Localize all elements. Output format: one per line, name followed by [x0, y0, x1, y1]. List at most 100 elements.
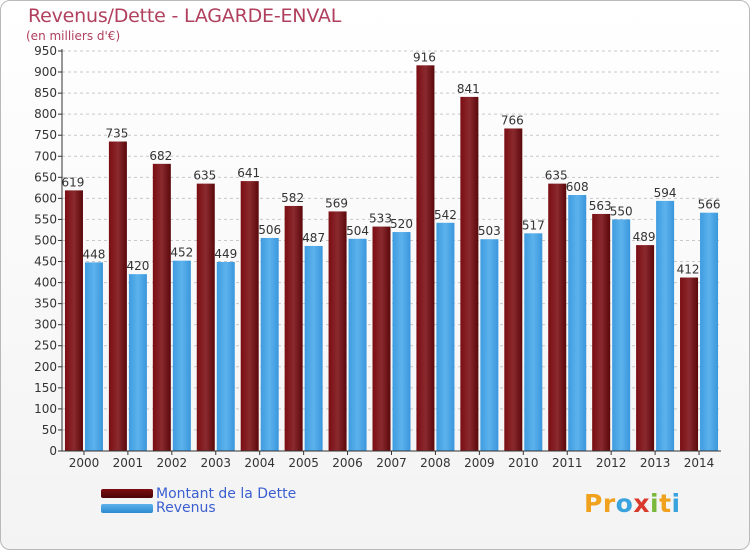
bar-debt-2012	[592, 213, 611, 451]
bar-debt-2005	[284, 205, 303, 451]
data-label-revenue-2005: 487	[302, 231, 325, 245]
bar-debt-2004	[240, 181, 259, 451]
y-tick-label: 550	[34, 212, 57, 226]
bar-revenue-2009	[480, 239, 499, 451]
bar-debt-2001	[108, 141, 127, 452]
data-label-revenue-2001: 420	[126, 259, 149, 273]
y-tick-label: 250	[34, 339, 57, 353]
data-label-debt-2005: 582	[281, 191, 304, 205]
x-tick-label-2006: 2006	[332, 456, 363, 470]
data-label-revenue-2014: 566	[698, 198, 721, 212]
bar-revenue-2001	[128, 274, 147, 451]
y-tick-label: 200	[34, 360, 57, 374]
bar-debt-2010	[504, 128, 523, 451]
legend-debt-label: Montant de la Dette	[156, 486, 297, 502]
bar-debt-2000	[64, 190, 83, 452]
bar-revenue-2002	[172, 260, 191, 451]
chart-subtitle: (en milliers d'€)	[26, 29, 121, 43]
data-labels: 619 448 735 420 682 452 635 449 641 506 582 487 569 5…	[62, 50, 721, 276]
y-tick-label: 0	[49, 444, 57, 458]
bar-revenue-2004	[260, 237, 279, 451]
data-label-debt-2013: 489	[633, 230, 656, 244]
y-tick-label: 700	[34, 149, 57, 163]
data-label-debt-2001: 735	[105, 127, 128, 141]
y-tick-label: 450	[34, 255, 57, 269]
bar-debt-2002	[152, 163, 171, 451]
x-tick-label-2002: 2002	[157, 456, 188, 470]
legend-revenue-swatch	[101, 504, 153, 513]
logo-letter: t	[659, 489, 672, 518]
x-tick-label-2005: 2005	[288, 456, 319, 470]
data-label-revenue-2003: 449	[214, 247, 237, 261]
x-tick-label-2010: 2010	[508, 456, 539, 470]
data-label-revenue-2011: 608	[566, 180, 589, 194]
data-label-revenue-2008: 542	[434, 208, 457, 222]
y-tick-label: 800	[34, 107, 57, 121]
legend-debt-swatch	[101, 489, 153, 498]
data-label-revenue-2004: 506	[258, 223, 281, 237]
axes: 0 50 100 150 200 250 300 350 400 450 500 550 600 650 7…	[34, 44, 721, 470]
data-label-debt-2012: 563	[589, 199, 612, 213]
data-label-revenue-2006: 504	[346, 224, 369, 238]
data-label-debt-2010: 766	[501, 113, 524, 127]
x-tick-label-2013: 2013	[640, 456, 671, 470]
logo-letter: r	[602, 489, 616, 518]
y-tick-label: 350	[34, 297, 57, 311]
bar-revenue-2012	[612, 219, 631, 451]
bar-revenue-2003	[216, 261, 235, 451]
x-tick-label-2014: 2014	[684, 456, 715, 470]
x-tick-label-2001: 2001	[113, 456, 144, 470]
data-label-debt-2002: 682	[149, 149, 172, 163]
data-label-revenue-2000: 448	[83, 247, 106, 261]
chart-title: Revenus/Dette - LAGARDE-ENVAL	[28, 5, 342, 27]
bar-revenue-2000	[84, 262, 103, 451]
bar-debt-2014	[680, 277, 699, 451]
data-label-debt-2009: 841	[457, 82, 480, 96]
data-label-revenue-2002: 452	[170, 246, 193, 260]
data-label-debt-2004: 641	[237, 166, 260, 180]
bar-revenue-2005	[304, 245, 323, 451]
x-tick-label-2012: 2012	[596, 456, 627, 470]
logo-letter: o	[615, 489, 634, 518]
data-label-debt-2011: 635	[545, 169, 568, 183]
data-label-debt-2014: 412	[677, 263, 700, 277]
y-tick-label: 850	[34, 86, 57, 100]
data-label-debt-2006: 569	[325, 196, 348, 210]
bar-revenue-2006	[348, 238, 367, 451]
x-tick-label-2011: 2011	[552, 456, 583, 470]
logo-letter: i	[650, 489, 660, 518]
logo-letter: P	[584, 489, 603, 518]
data-label-debt-2000: 619	[62, 175, 85, 189]
proxiti-logo: Proxiti	[584, 489, 681, 518]
y-tick-label: 150	[34, 381, 57, 395]
bar-debt-2009	[460, 96, 479, 451]
x-tick-label-2000: 2000	[69, 456, 100, 470]
y-tick-label: 500	[34, 233, 57, 247]
bar-revenue-2014	[700, 212, 719, 451]
data-label-debt-2003: 635	[193, 169, 216, 183]
data-label-revenue-2007: 520	[390, 217, 413, 231]
data-label-revenue-2009: 503	[478, 224, 501, 238]
bar-debt-2011	[548, 183, 567, 451]
bar-debt-2008	[416, 65, 435, 451]
y-tick-label: 750	[34, 128, 57, 142]
data-label-revenue-2012: 550	[610, 204, 633, 218]
bar-revenue-2010	[524, 233, 543, 451]
legend-revenue-label: Revenus	[156, 500, 216, 516]
x-tick-label-2007: 2007	[376, 456, 407, 470]
bar-revenue-2008	[436, 222, 455, 451]
bar-debt-2003	[196, 183, 215, 451]
bar-revenue-2011	[568, 195, 587, 451]
y-tick-label: 650	[34, 170, 57, 184]
logo-letter: i	[671, 489, 681, 518]
y-tick-label: 600	[34, 191, 57, 205]
x-tick-label-2003: 2003	[200, 456, 231, 470]
data-label-revenue-2013: 594	[654, 186, 677, 200]
y-tick-label: 50	[42, 423, 57, 437]
data-label-revenue-2010: 517	[522, 218, 545, 232]
y-tick-label: 900	[34, 65, 57, 79]
bar-debt-2007	[372, 226, 391, 451]
bars	[64, 65, 719, 452]
